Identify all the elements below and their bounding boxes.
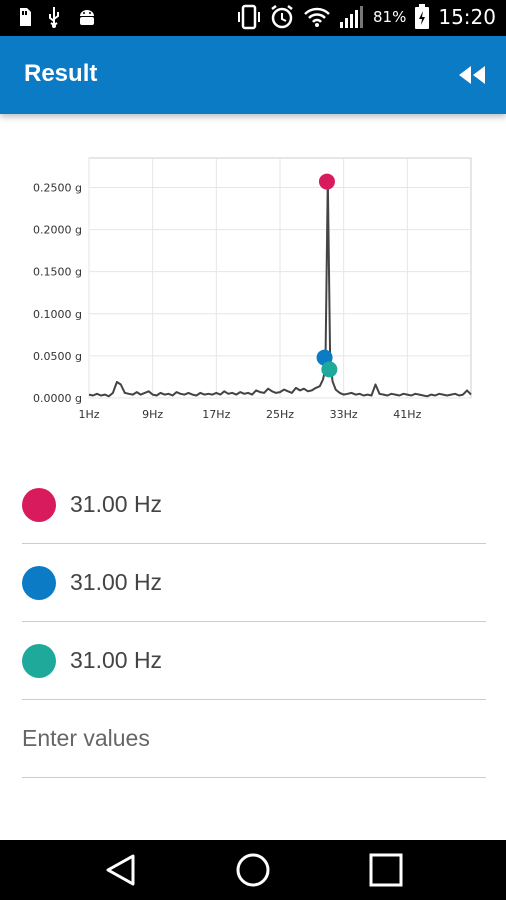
wifi-icon bbox=[304, 7, 330, 27]
x-tick-label: 1Hz bbox=[78, 408, 99, 421]
app-bar: Result bbox=[0, 36, 506, 114]
results-list: 31.00 Hz 31.00 Hz 31.00 Hz Enter values bbox=[22, 466, 486, 778]
frequency-spectrum-chart: 0.0000 g 0.0500 g 0.1000 g 0.1500 g 0.2000 g… bbox=[0, 140, 506, 445]
y-tick-label: 0.0000 g bbox=[33, 392, 82, 405]
y-tick-label: 0.1500 g bbox=[33, 266, 82, 279]
x-tick-label: 9Hz bbox=[142, 408, 163, 421]
enter-values-label: Enter values bbox=[22, 725, 150, 751]
y-tick-label: 0.0500 g bbox=[33, 350, 82, 363]
alarm-icon bbox=[271, 5, 293, 29]
x-tick-label: 33Hz bbox=[330, 408, 358, 421]
result-color-dot bbox=[22, 487, 56, 522]
navigation-bar bbox=[0, 840, 506, 900]
rewind-icon bbox=[459, 66, 485, 84]
home-icon bbox=[236, 853, 270, 887]
rewind-button[interactable] bbox=[456, 60, 488, 90]
result-row-2[interactable]: 31.00 Hz bbox=[22, 544, 486, 622]
x-tick-label: 25Hz bbox=[266, 408, 294, 421]
result-value: 31.00 Hz bbox=[70, 647, 163, 673]
status-icons-right: 81% 15:20 bbox=[237, 4, 496, 30]
clock: 15:20 bbox=[438, 5, 496, 29]
y-tick-label: 0.2500 g bbox=[33, 181, 82, 194]
home-button[interactable] bbox=[233, 852, 273, 888]
sd-card-icon bbox=[20, 8, 31, 26]
x-tick-label: 41Hz bbox=[393, 408, 421, 421]
result-value: 31.00 Hz bbox=[70, 569, 163, 595]
chart-svg: 0.0000 g 0.0500 g 0.1000 g 0.1500 g 0.2000 g… bbox=[33, 157, 472, 421]
y-tick-label: 0.2000 g bbox=[33, 224, 82, 237]
battery-percentage: 81% bbox=[373, 8, 407, 26]
status-icons-left bbox=[18, 6, 98, 28]
result-value: 31.00 Hz bbox=[70, 491, 163, 517]
recents-button[interactable] bbox=[366, 852, 406, 888]
back-button[interactable] bbox=[100, 852, 140, 888]
result-color-dot bbox=[22, 643, 56, 678]
peak-marker bbox=[321, 361, 338, 378]
result-row-3[interactable]: 31.00 Hz bbox=[22, 622, 486, 700]
battery-charging-icon bbox=[415, 4, 430, 29]
spectrum-series-line bbox=[88, 178, 472, 398]
vibrate-icon bbox=[238, 4, 261, 30]
result-row-1[interactable]: 31.00 Hz bbox=[22, 466, 486, 544]
page-title: Result bbox=[24, 60, 98, 87]
enter-values-button[interactable]: Enter values bbox=[22, 700, 486, 778]
status-bar: 81% 15:20 bbox=[0, 0, 506, 36]
result-color-dot bbox=[22, 565, 56, 600]
peak-marker bbox=[318, 173, 335, 190]
android-icon bbox=[80, 10, 94, 25]
x-tick-label: 17Hz bbox=[202, 408, 230, 421]
usb-icon bbox=[49, 7, 59, 28]
y-tick-label: 0.1000 g bbox=[33, 308, 82, 321]
signal-icon bbox=[340, 6, 364, 28]
recents-icon bbox=[369, 853, 403, 887]
back-icon bbox=[106, 854, 135, 886]
